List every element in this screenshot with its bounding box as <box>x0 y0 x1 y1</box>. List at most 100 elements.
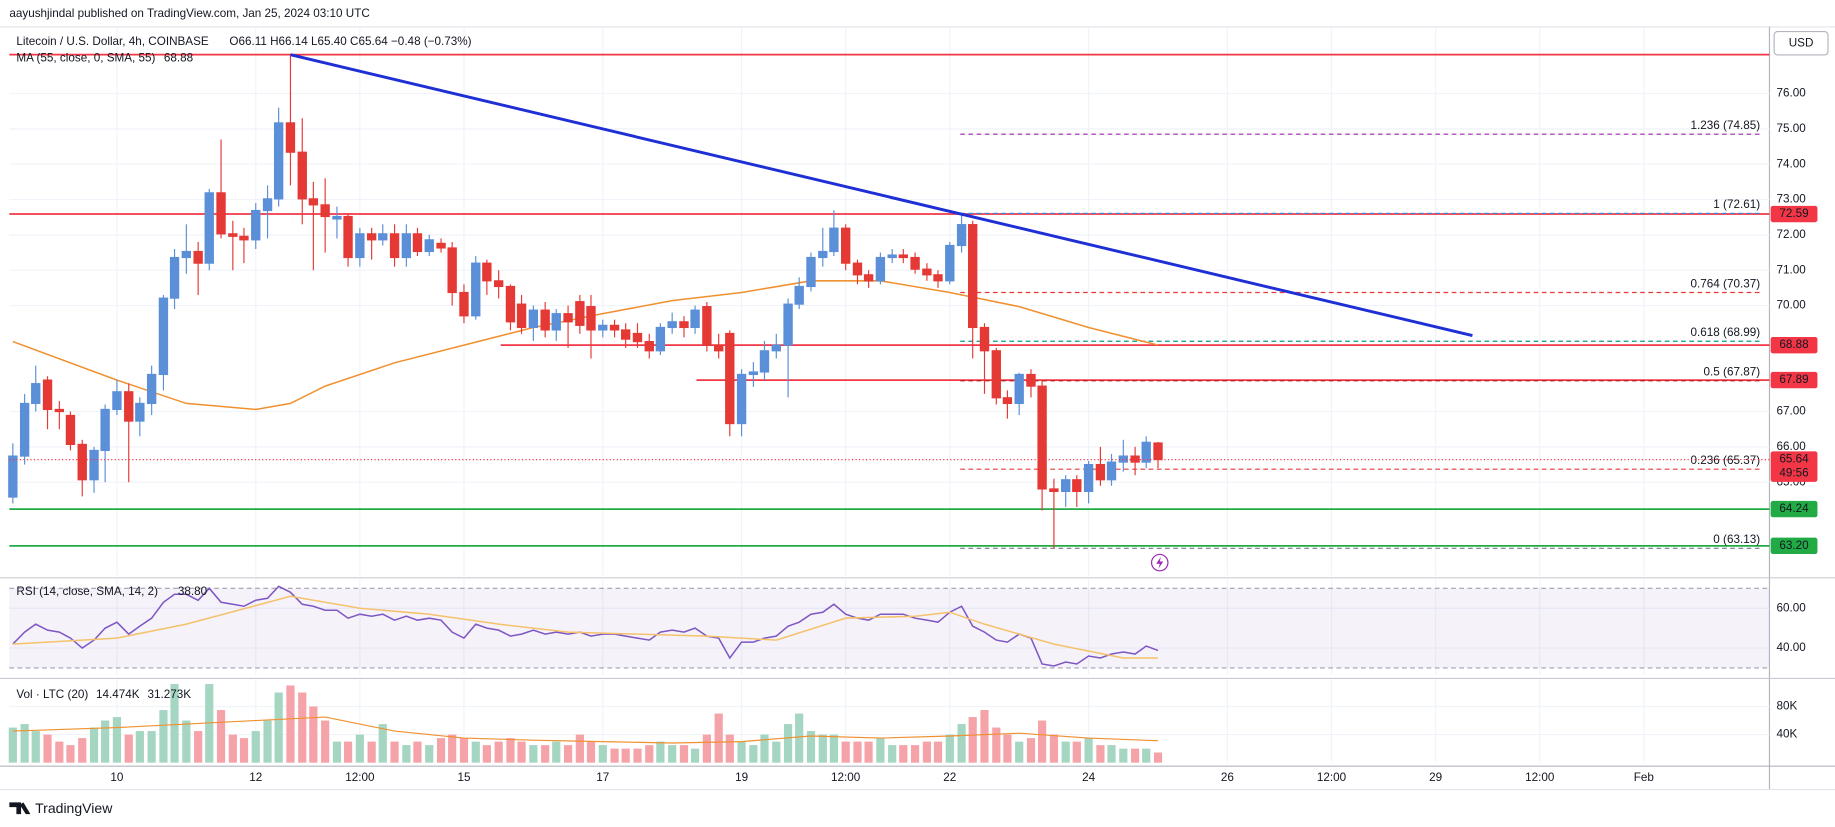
candle-body <box>31 383 41 405</box>
x-tick-label: 19 <box>735 771 748 784</box>
candle-body <box>8 455 18 498</box>
candle-body <box>818 250 828 259</box>
countdown: 49:56 <box>1779 467 1808 480</box>
candle-body <box>169 256 180 299</box>
price-tag-label: 67.89 <box>1779 373 1808 386</box>
candle-body <box>644 341 654 352</box>
candle-body <box>19 402 30 457</box>
volume-bar <box>448 734 457 763</box>
candle-body <box>887 254 897 259</box>
candle-body <box>620 329 631 340</box>
candle-body <box>262 198 273 212</box>
volume-bar <box>101 720 110 763</box>
candle-body <box>759 350 770 373</box>
candle-body <box>482 262 492 282</box>
y-tick-label: 73.00 <box>1776 193 1806 206</box>
volume-bar <box>645 745 654 763</box>
candle-body <box>1002 397 1013 405</box>
x-tick-label: 24 <box>1082 771 1096 784</box>
candle-body <box>228 233 238 237</box>
x-tick-label: 12:00 <box>345 771 375 784</box>
volume-bar <box>633 748 642 763</box>
volume-bar <box>425 745 434 763</box>
candle-body <box>204 192 214 264</box>
volume-bar <box>1131 748 1140 763</box>
ohlc: O66.11 H66.14 L65.40 C65.64 −0.48 (−0.73… <box>229 35 471 48</box>
price-tag-label: 63.20 <box>1779 539 1809 552</box>
y-tick-label: 74.00 <box>1776 157 1806 170</box>
candle-body <box>852 262 863 276</box>
candle-body <box>424 239 434 253</box>
candle-body <box>933 274 943 282</box>
candle-body <box>378 233 388 241</box>
volume-bar <box>1026 738 1036 763</box>
candle-body <box>332 215 342 220</box>
volume-bar <box>610 748 619 763</box>
candle-body <box>863 274 874 282</box>
indicator-title: MA (55, close, 0, SMA, 55) <box>16 52 155 65</box>
y-tick-label: 75.00 <box>1776 122 1806 135</box>
volume-bar <box>818 734 827 763</box>
volume-bar <box>506 738 515 763</box>
candle-body <box>124 391 134 422</box>
volume-bar <box>182 720 191 763</box>
candle-body <box>77 443 87 481</box>
candle-body <box>1153 442 1163 461</box>
volume-bar <box>471 741 480 763</box>
candle-body <box>702 306 712 346</box>
x-tick-label: 22 <box>943 771 956 784</box>
y-tick-label: 67.00 <box>1776 405 1806 418</box>
current-price-tag <box>1770 451 1818 482</box>
candle-body <box>320 204 330 218</box>
price-tag <box>1770 205 1818 223</box>
volume-bar <box>864 741 873 763</box>
candle-body <box>898 254 908 259</box>
candle-body <box>1083 463 1094 492</box>
volume-bar <box>1038 720 1047 763</box>
candle-body <box>65 414 76 446</box>
volume-bar <box>194 731 203 763</box>
candle-body <box>146 373 157 405</box>
currency-box[interactable] <box>1773 30 1829 56</box>
candle-body <box>493 280 504 288</box>
candle-body <box>1072 479 1082 492</box>
volume-bar <box>1049 734 1058 763</box>
volume-bar <box>829 734 838 763</box>
volume-bar <box>529 745 538 763</box>
brand: TradingView <box>35 800 113 816</box>
candle-body <box>239 235 249 241</box>
fib-label: 0 (63.13) <box>1713 533 1760 546</box>
volume-bar <box>332 741 342 763</box>
indicator-title: RSI (14, close, SMA, 14, 2) <box>16 585 158 598</box>
volume-bar <box>1072 741 1081 763</box>
candle-body <box>875 256 886 282</box>
y-tick-label: 40.00 <box>1776 641 1806 654</box>
indicator-value: 38.80 <box>178 585 208 598</box>
fib-label: 0.5 (67.87) <box>1704 366 1761 379</box>
candle-body <box>471 262 481 317</box>
currency: USD <box>1789 36 1814 49</box>
volume-bar <box>274 692 283 763</box>
candle-body <box>193 250 203 264</box>
candle-body <box>598 324 608 331</box>
candle-body <box>979 326 990 352</box>
x-tick-label: 15 <box>457 771 471 784</box>
y-tick-label: 72.00 <box>1776 228 1806 241</box>
volume-bar <box>760 734 769 763</box>
candle-body <box>1049 488 1059 492</box>
y-tick-label: 80K <box>1776 700 1797 713</box>
volume-bar <box>378 724 387 763</box>
candle-body <box>436 242 446 249</box>
fib-label: 0.236 (65.37) <box>1691 454 1761 467</box>
candle-body <box>806 256 816 288</box>
trendline <box>290 53 1473 338</box>
volume-bar <box>124 734 133 763</box>
indicator-title: Vol · LTC (20) <box>16 688 88 701</box>
volume-bar <box>679 745 689 763</box>
candle-body <box>158 297 169 376</box>
price-tag-label: 72.59 <box>1779 207 1808 220</box>
fib-label: 0.764 (70.37) <box>1691 277 1761 290</box>
candle-body <box>389 233 400 259</box>
volume-bar <box>367 741 376 763</box>
